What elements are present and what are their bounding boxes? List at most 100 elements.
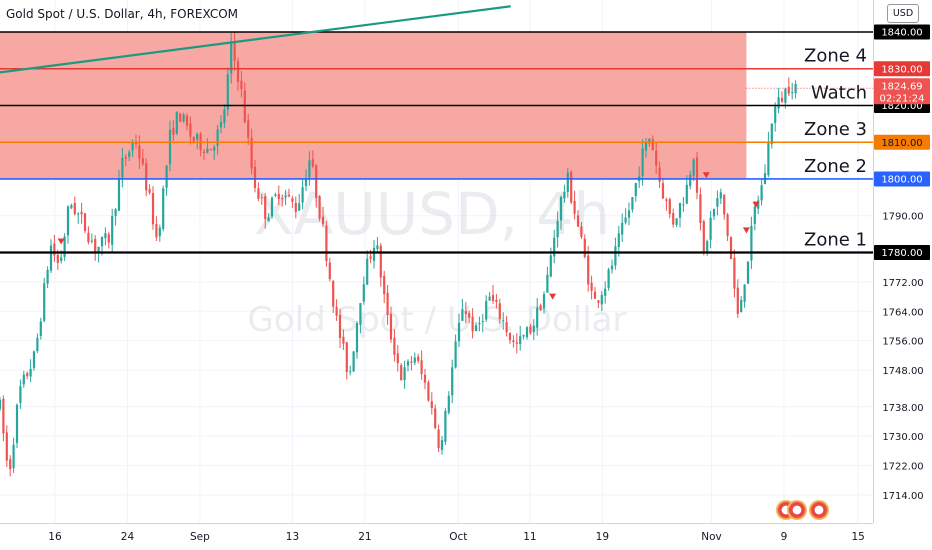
candle-body [515,342,518,344]
candle-body [270,197,274,217]
candle-body [597,300,600,303]
candle-body [100,236,104,247]
candle-body [376,245,379,249]
price-tag-zone-bg [874,134,930,150]
candle-body [546,274,549,293]
candle-body [451,367,454,396]
candle-body [179,113,182,122]
candle-body [287,194,291,197]
trendline[interactable] [0,5,511,74]
candle-body [26,373,29,377]
candle-body [672,213,675,225]
candle-body [335,306,338,316]
candle-body [767,141,770,176]
candle-body [573,200,576,214]
candle-body [46,269,49,284]
candle-body [325,225,328,262]
candle-body [372,247,376,261]
price-tag-zone-bg [874,244,930,260]
candle-body [369,256,372,259]
candle-body [753,206,756,224]
candle-body [437,429,440,449]
candle-body [315,165,318,198]
candle-body [668,199,671,214]
candle-body [267,217,270,222]
candle-body [230,41,233,74]
candle-body [308,160,311,178]
watermark-ticker: XAUUSD, 4h [254,180,610,248]
candle-body [505,322,508,333]
candle-body [498,303,501,320]
symbol-title[interactable]: Gold Spot / U.S. Dollar, 4h, FOREXCOM [6,7,239,21]
candle-body [70,205,73,209]
candle-body [706,241,709,252]
candle-body [729,237,733,260]
candle-body [553,237,556,257]
candle-body [236,61,240,82]
candle-body [757,200,760,209]
candle-body [148,189,151,193]
candle-body [610,265,614,270]
candle-body [468,313,471,318]
candle-body [525,327,529,338]
x-tick-label: Sep [190,531,210,543]
candle-body [689,174,692,186]
candle-body [90,240,93,242]
candle-body [583,238,586,258]
candle-body [770,123,773,145]
trendline-line[interactable] [0,5,511,74]
candle-body [202,151,206,154]
candle-body [185,115,189,126]
candle-body [471,316,474,332]
candle-body [138,145,141,159]
x-tick-label: 13 [286,531,299,543]
candle-body [264,196,267,220]
candle-body [0,399,2,410]
candle-body [328,262,331,280]
candle-body [491,295,495,301]
candle-body [53,243,56,256]
candle-body [519,336,522,344]
currency-button[interactable]: USD [887,4,919,23]
candle-body [736,287,739,314]
candle-body [352,351,355,372]
candle-body [192,137,195,142]
candle-body [675,218,678,225]
candle-body [145,163,148,191]
price-tag-zone-bg [874,61,930,77]
candle-body [474,325,478,332]
candle-body [787,86,790,94]
candle-body [406,361,410,366]
zone-label: Watch [811,82,867,103]
candle-body [777,97,780,109]
horizontal-levels[interactable] [0,31,873,254]
candle-body [536,307,539,328]
candle-body [216,129,219,146]
candle-body [712,208,716,217]
candle-body [617,233,620,248]
candle-body [277,193,280,200]
candle-body [359,303,362,325]
candle-body [189,123,192,137]
candle-body [794,83,797,94]
zone-label: Zone 4 [804,46,867,67]
candle-body [740,299,743,313]
candle-body [427,382,430,401]
candle-body [566,172,569,192]
candle-body [66,206,70,236]
candle-body [702,221,705,252]
y-tick-label: 1748.00 [882,366,923,377]
candle-body [247,120,250,138]
candle-body [87,232,90,243]
x-tick-label: Oct [449,531,467,543]
candle-body [457,322,461,342]
candle-body [168,129,172,165]
economic-event-icon[interactable] [809,500,829,520]
y-tick-label: 1722.00 [882,462,923,473]
earnings-event-icon[interactable] [787,500,807,520]
candle-body [716,198,719,207]
candle-body [481,321,484,323]
candle-body [522,335,525,337]
candle-body [542,294,546,309]
